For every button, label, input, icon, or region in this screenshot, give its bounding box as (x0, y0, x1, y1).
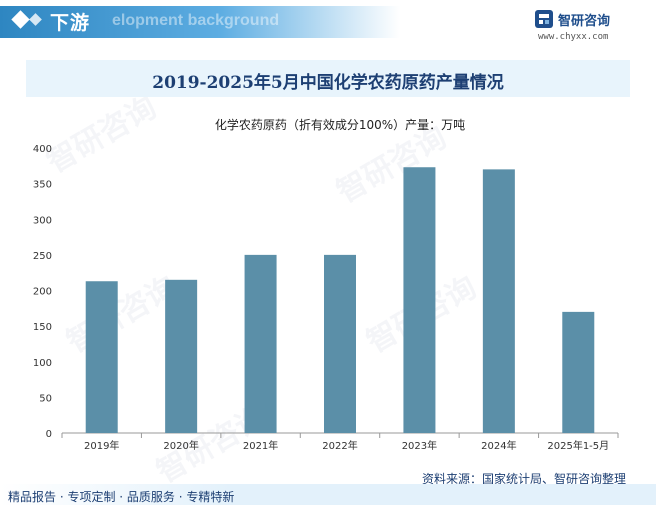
logo-icon (535, 10, 553, 28)
y-tick-label: 50 (39, 393, 52, 404)
footer-slogan: 精品报告 · 专项定制 · 品质服务 · 专精特新 (8, 490, 235, 504)
brand-logo: 智研咨询 www.chyxx.com (534, 8, 644, 48)
section-title: 下游 (50, 12, 91, 34)
x-tick-label: 2022年 (322, 439, 357, 452)
brand-url: www.chyxx.com (538, 32, 609, 42)
chart-title: 2019-2025年5月中国化学农药原药产量情况 (152, 73, 504, 93)
bar-chart: 化学农药原药（折有效成分100%）产量：万吨 0 50 100 150 200 250 300… (33, 117, 619, 452)
header-bar (0, 6, 400, 38)
y-tick-label: 0 (46, 429, 52, 440)
bar (244, 254, 277, 433)
source-note: 资料来源：国家统计局、智研咨询整理 (421, 472, 626, 486)
bar (403, 167, 436, 434)
footer-bar (0, 484, 656, 505)
x-tick-label: 2025年1-5月 (547, 439, 609, 452)
x-tick-label: 2023年 (402, 439, 437, 452)
y-tick-label: 400 (33, 144, 52, 155)
chart-subtitle: 化学农药原药（折有效成分100%）产量：万吨 (215, 117, 465, 132)
y-tick-label: 100 (33, 358, 52, 369)
y-tick-label: 250 (33, 251, 52, 262)
y-tick-label: 150 (33, 322, 52, 333)
x-tick-label: 2024年 (481, 439, 516, 452)
x-tick-label: 2021年 (243, 439, 278, 452)
bar (324, 254, 356, 433)
brand-name: 智研咨询 (558, 14, 611, 29)
section-subtitle: elopment background (112, 12, 280, 29)
y-tick-label: 300 (33, 215, 52, 226)
x-tick-label: 2020年 (163, 439, 198, 452)
page-footer: 精品报告 · 专项定制 · 品质服务 · 专精特新 (0, 480, 656, 505)
page-header: 下游 elopment background 智研咨询 www.chyxx.co… (0, 0, 656, 50)
y-tick-label: 200 (33, 287, 52, 298)
bar (482, 169, 515, 433)
x-tick-label: 2019年 (84, 439, 119, 452)
y-tick-label: 350 (33, 180, 52, 191)
title-band: 2019-2025年5月中国化学农药原药产量情况 (26, 60, 630, 97)
bar (562, 311, 595, 433)
bar (85, 281, 118, 433)
bar (165, 279, 198, 433)
